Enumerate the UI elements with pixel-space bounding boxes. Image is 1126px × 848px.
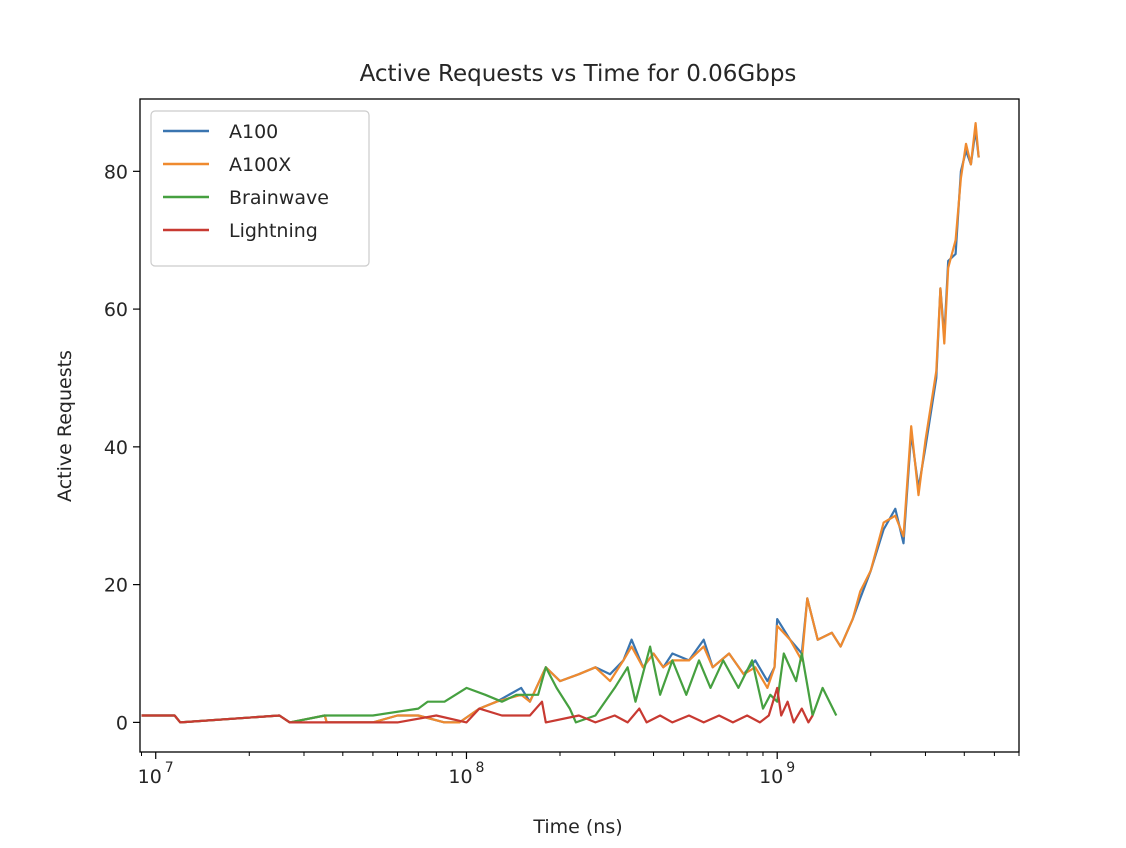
legend-frame bbox=[150, 110, 370, 267]
y-tick-label: 80 bbox=[104, 161, 128, 183]
chart-title: Active Requests vs Time for 0.06Gbps bbox=[360, 61, 797, 87]
y-tick-label: 20 bbox=[104, 575, 128, 597]
x-tick-label: 10 bbox=[448, 766, 472, 788]
x-tick-exponent: 8 bbox=[475, 760, 484, 776]
x-tick-label: 10 bbox=[138, 766, 162, 788]
y-tick-label: 40 bbox=[104, 437, 128, 459]
series-group bbox=[141, 122, 980, 724]
y-axis-label: Active Requests bbox=[54, 350, 76, 502]
plot-frame bbox=[139, 98, 1020, 753]
series-line-a100x bbox=[141, 122, 980, 724]
legend-label-a100: A100 bbox=[229, 121, 278, 143]
series-line-lightning bbox=[141, 686, 814, 724]
legend-label-a100x: A100X bbox=[229, 154, 291, 176]
legend-label-lightning: Lightning bbox=[229, 220, 318, 242]
legend-label-brainwave: Brainwave bbox=[229, 187, 329, 209]
y-axis: 0 20 40 60 80 bbox=[104, 161, 140, 734]
legend: A100 A100X Brainwave Lightning bbox=[150, 110, 370, 267]
x-tick-exponent: 7 bbox=[165, 760, 174, 776]
x-axis-label: Time (ns) bbox=[532, 816, 622, 838]
y-tick-label: 60 bbox=[104, 299, 128, 321]
series-line-brainwave bbox=[141, 645, 838, 724]
y-tick-label: 0 bbox=[116, 712, 128, 734]
x-axis: 10 7 10 8 10 9 bbox=[138, 752, 1020, 788]
x-tick-exponent: 9 bbox=[786, 760, 795, 776]
x-tick-label: 10 bbox=[759, 766, 783, 788]
